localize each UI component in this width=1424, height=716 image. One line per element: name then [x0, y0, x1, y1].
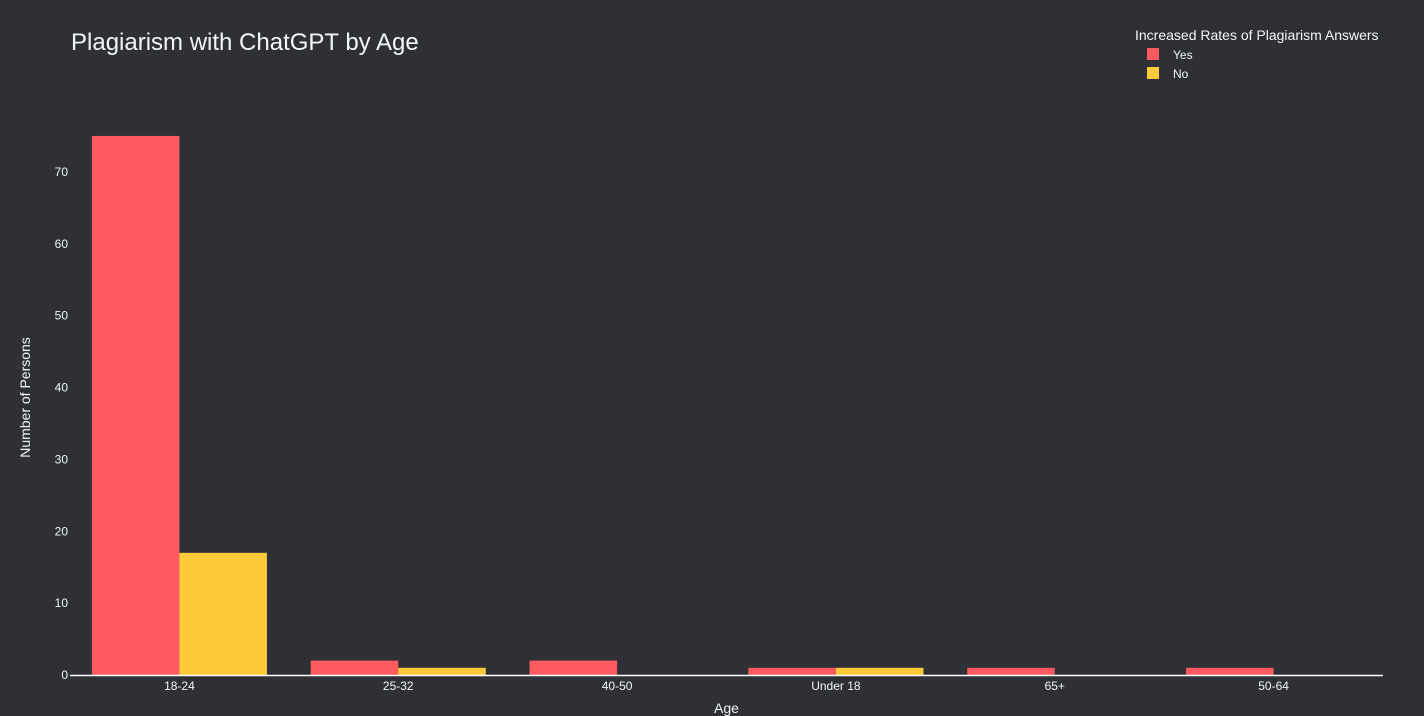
x-axis-title: Age — [714, 700, 739, 716]
x-tick-label: 25-32 — [383, 679, 414, 693]
x-tick-label: 40-50 — [602, 679, 633, 693]
bar-no-0[interactable] — [179, 552, 267, 675]
chart-title: Plagiarism with ChatGPT by Age — [71, 29, 419, 56]
y-tick-label: 0 — [61, 668, 68, 682]
bar-no-3[interactable] — [835, 667, 924, 675]
y-tick-label: 30 — [55, 452, 69, 466]
bar-yes-0[interactable] — [91, 135, 180, 675]
bar-yes-1[interactable] — [310, 660, 399, 675]
x-tick-label: 65+ — [1045, 679, 1065, 693]
legend-swatch-yes[interactable] — [1147, 48, 1159, 60]
y-axis-title: Number of Persons — [17, 337, 33, 458]
bars-layer — [91, 135, 1274, 675]
y-tick-label: 70 — [55, 165, 69, 179]
bar-yes-5[interactable] — [1186, 667, 1274, 675]
legend-items: Yes No — [1147, 48, 1193, 81]
x-tick-label: 18-24 — [164, 679, 195, 693]
y-axis-ticks: 0 10 20 30 40 50 60 70 — [55, 165, 69, 682]
x-tick-label: 50-64 — [1258, 679, 1289, 693]
bar-yes-2[interactable] — [529, 660, 618, 675]
x-axis-ticks: 18-24 25-32 40-50 Under 18 65+ 50-64 — [164, 679, 1289, 693]
legend: Increased Rates of Plagiarism Answers Ye… — [1135, 27, 1379, 81]
y-tick-label: 10 — [55, 596, 69, 610]
x-tick-label: Under 18 — [811, 679, 861, 693]
legend-label-yes[interactable]: Yes — [1173, 48, 1193, 62]
bar-yes-4[interactable] — [967, 667, 1055, 675]
y-tick-label: 20 — [55, 524, 69, 538]
legend-label-no[interactable]: No — [1173, 67, 1189, 81]
legend-swatch-no[interactable] — [1147, 67, 1159, 79]
bar-yes-3[interactable] — [748, 667, 836, 675]
bar-no-1[interactable] — [398, 667, 486, 675]
y-tick-label: 50 — [55, 309, 69, 323]
legend-title: Increased Rates of Plagiarism Answers — [1135, 27, 1379, 43]
y-tick-label: 40 — [55, 381, 69, 395]
y-tick-label: 60 — [55, 237, 69, 251]
